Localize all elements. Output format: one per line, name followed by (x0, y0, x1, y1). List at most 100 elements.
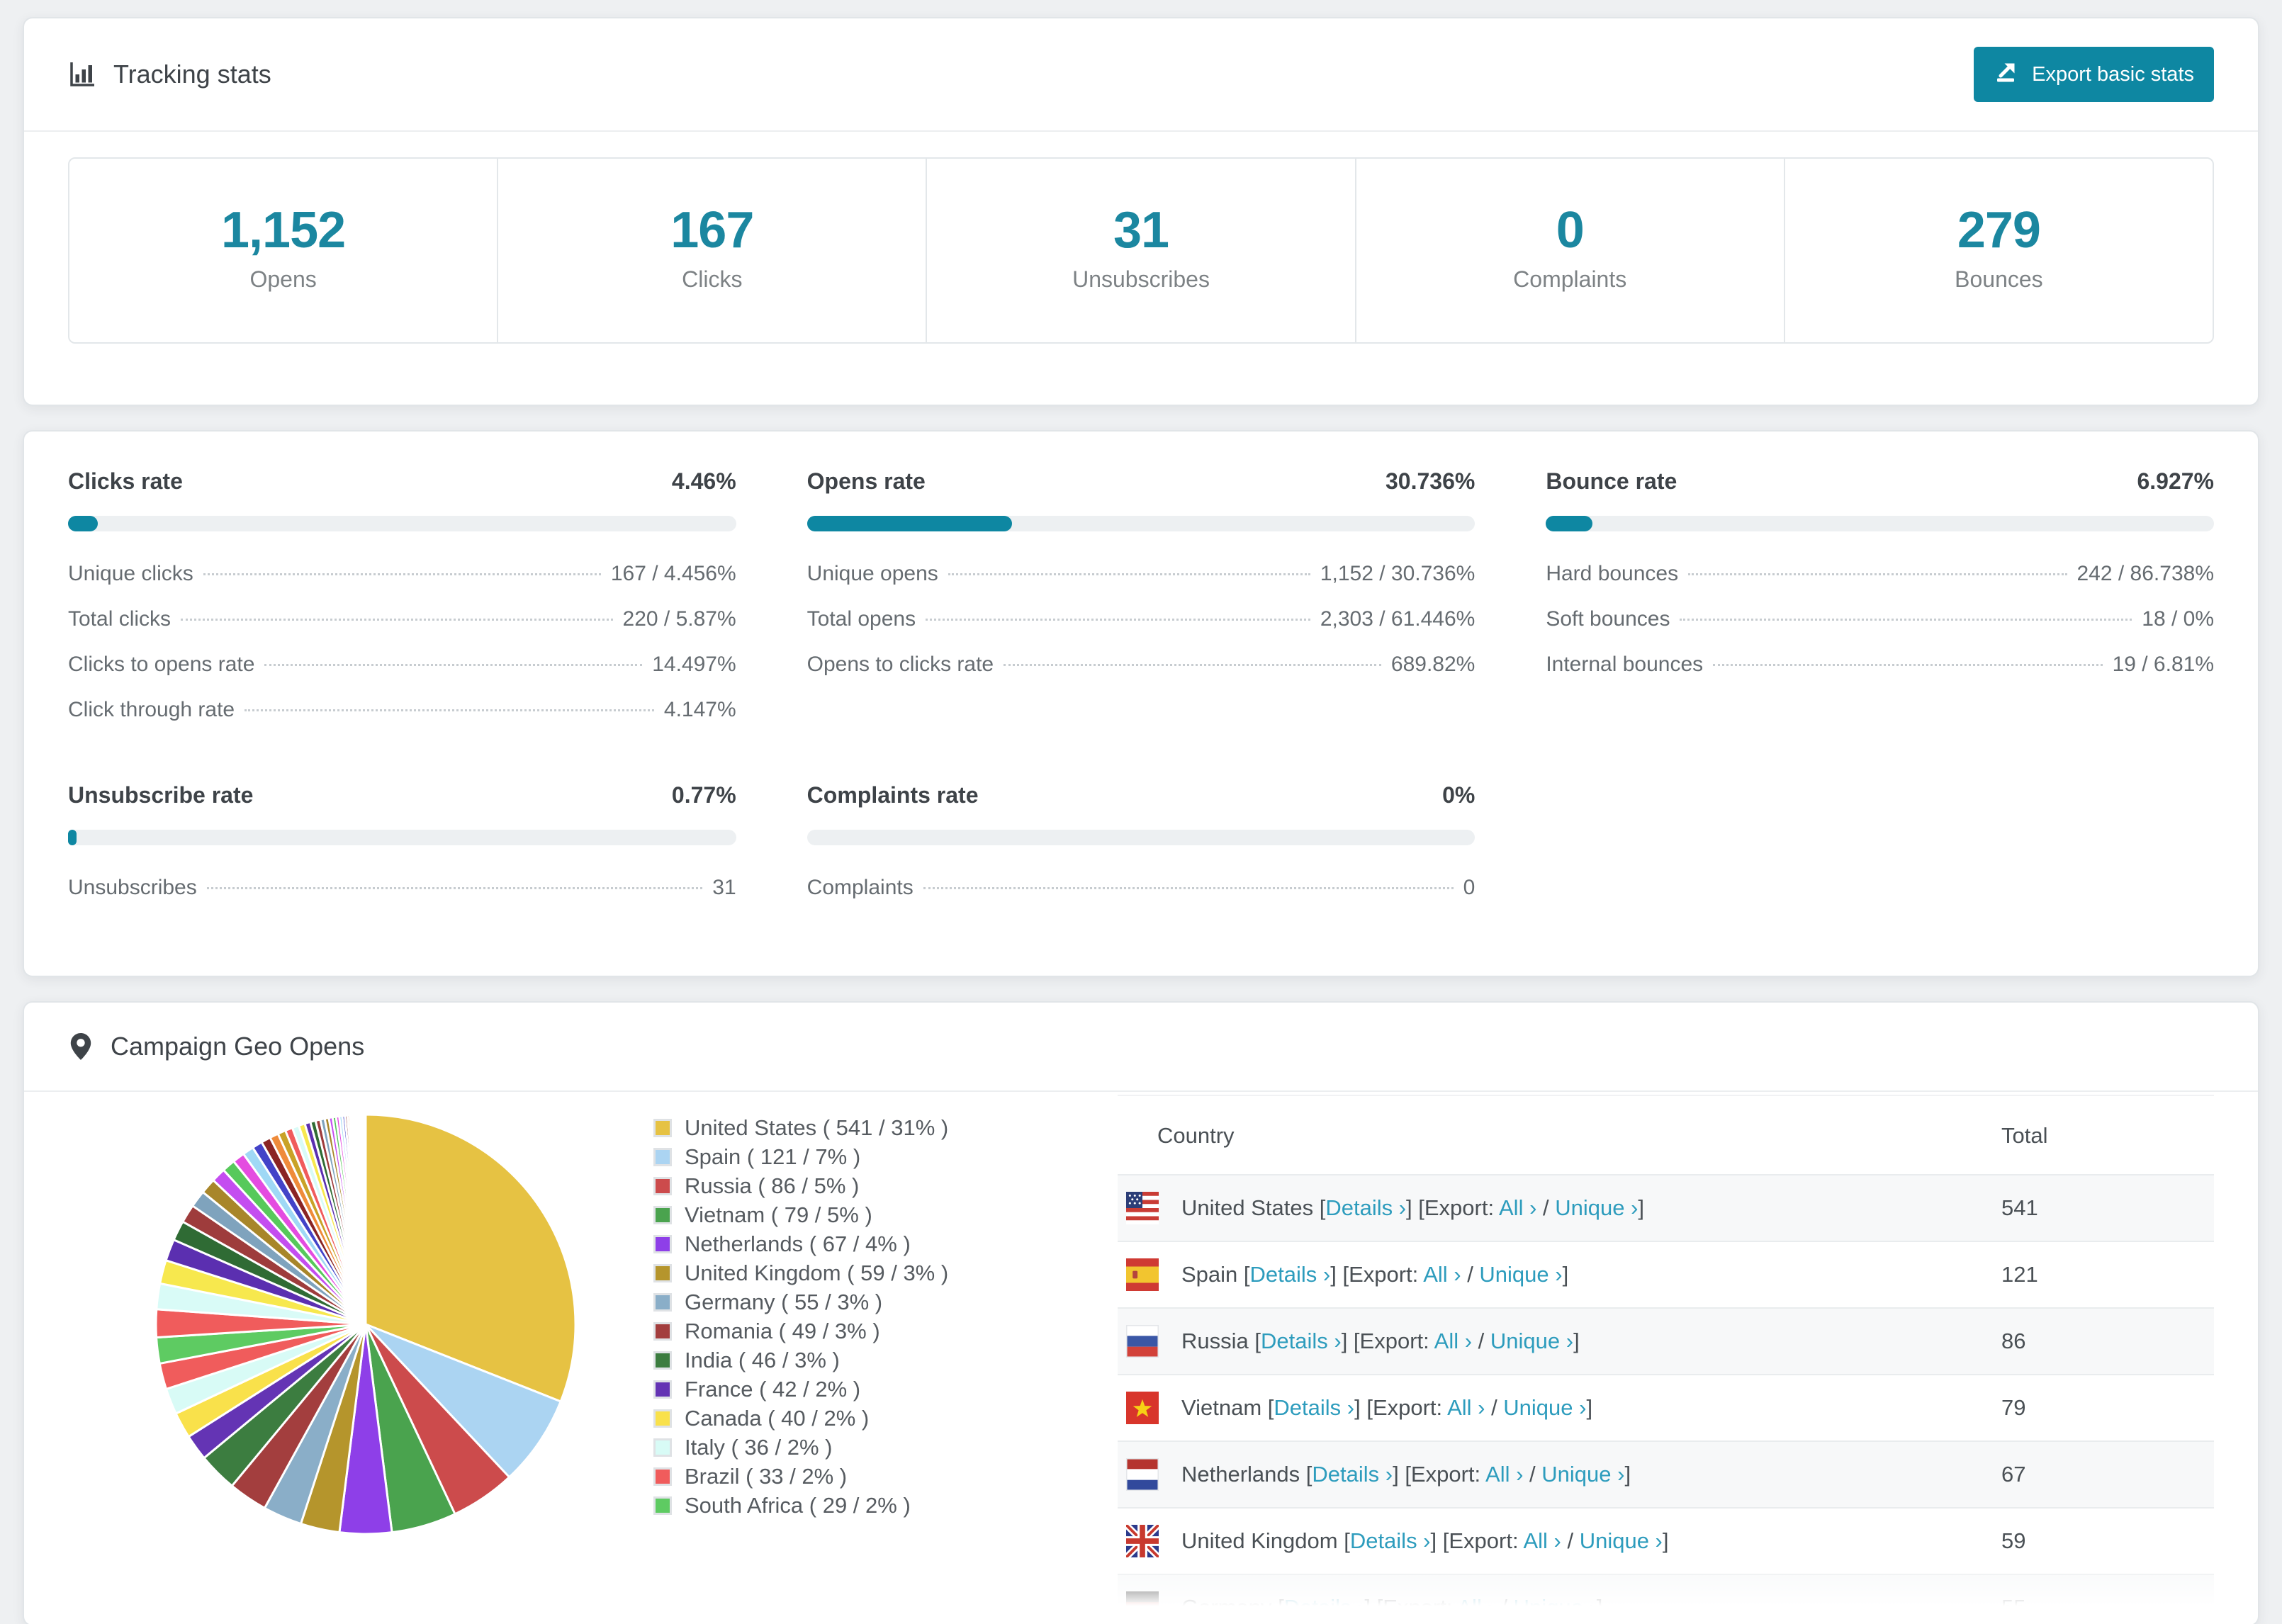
flag-nl-icon (1126, 1458, 1159, 1491)
country-name: Russia (1181, 1329, 1249, 1353)
bracket-text: ] (1624, 1462, 1631, 1487)
export-label-text: ] [Export: (1330, 1262, 1424, 1287)
rate-detail-value: 14.497% (652, 653, 736, 676)
legend-item-united-states[interactable]: United States ( 541 / 31% ) (653, 1113, 1011, 1142)
export-all-link[interactable]: All › (1434, 1329, 1473, 1353)
table-header-row: Country Total (1118, 1095, 2214, 1174)
rate-title: Bounce rate (1546, 468, 1677, 494)
details-link[interactable]: Details › (1325, 1195, 1407, 1220)
export-all-link[interactable]: All › (1423, 1262, 1461, 1287)
details-link[interactable]: Details › (1249, 1262, 1331, 1287)
country-cell: United States [Details ›] [Export: All ›… (1181, 1195, 2001, 1221)
legend-item-canada[interactable]: Canada ( 40 / 2% ) (653, 1404, 1011, 1433)
legend-swatch (653, 1380, 672, 1399)
legend-label: Vietnam ( 79 / 5% ) (685, 1202, 872, 1227)
pie-slice[interactable] (364, 1113, 367, 1326)
details-link[interactable]: Details › (1312, 1462, 1393, 1487)
export-unique-link[interactable]: Unique › (1513, 1595, 1597, 1620)
legend-label: Spain ( 121 / 7% ) (685, 1144, 861, 1169)
rate-progress-bar (1546, 516, 2214, 531)
export-unique-link[interactable]: Unique › (1503, 1395, 1587, 1420)
country-total: 67 (2001, 1462, 2026, 1487)
legend-label: South Africa ( 29 / 2% ) (685, 1493, 911, 1518)
stat-value: 0 (1556, 202, 1585, 259)
legend-item-brazil[interactable]: Brazil ( 33 / 2% ) (653, 1462, 1011, 1491)
rate-detail-row: Opens to clicks rate 689.82% (807, 642, 1476, 687)
slash-text: / (1461, 1262, 1480, 1287)
rate-detail-label: Clicks to opens rate (68, 653, 255, 676)
export-unique-link[interactable]: Unique › (1541, 1462, 1625, 1487)
rate-detail-value: 689.82% (1390, 653, 1476, 676)
export-unique-link[interactable]: Unique › (1479, 1262, 1563, 1287)
export-basic-stats-button[interactable]: Export basic stats (1974, 47, 2214, 102)
geo-pie-chart (146, 1105, 585, 1544)
rate-detail-label: Unsubscribes (68, 876, 197, 899)
rate-progress-bar (68, 830, 736, 845)
legend-label: France ( 42 / 2% ) (685, 1377, 861, 1402)
legend-swatch (653, 1205, 672, 1224)
legend-swatch (653, 1496, 672, 1515)
stat-value: 31 (1113, 202, 1169, 259)
legend-item-netherlands[interactable]: Netherlands ( 67 / 4% ) (653, 1229, 1011, 1258)
legend-item-germany[interactable]: Germany ( 55 / 3% ) (653, 1287, 1011, 1316)
rates-card: Clicks rate 4.46% Unique clicks 167 / 4.456… (23, 430, 2259, 977)
legend-label: Russia ( 86 / 5% ) (685, 1173, 860, 1198)
rate-detail-rows: Hard bounces 242 / 86.738% Soft bounces 18 … (1546, 551, 2214, 687)
export-label-text: ] [Export: (1341, 1329, 1434, 1353)
geo-body: United States ( 541 / 31% ) Spain ( 121 /… (24, 1092, 2258, 1624)
tracking-stats-title-row: Tracking stats (68, 60, 271, 89)
legend-item-india[interactable]: India ( 46 / 3% ) (653, 1346, 1011, 1375)
legend-item-russia[interactable]: Russia ( 86 / 5% ) (653, 1171, 1011, 1200)
export-label-text: ] [Export: (1393, 1462, 1486, 1487)
legend-item-united-kingdom[interactable]: United Kingdom ( 59 / 3% ) (653, 1258, 1011, 1287)
export-all-link[interactable]: All › (1485, 1462, 1524, 1487)
dotted-leader (203, 573, 601, 575)
details-link[interactable]: Details › (1349, 1528, 1431, 1553)
legend-swatch (653, 1467, 672, 1486)
pie-slice[interactable] (364, 1113, 577, 1403)
slash-text: / (1561, 1528, 1580, 1553)
table-row-netherlands: Netherlands [Details ›] [Export: All › /… (1118, 1440, 2214, 1507)
legend-item-south-africa[interactable]: South Africa ( 29 / 2% ) (653, 1491, 1011, 1520)
stat-value: 1,152 (221, 202, 346, 259)
export-all-link[interactable]: All › (1457, 1595, 1495, 1620)
bracket-text: [ (1271, 1595, 1284, 1620)
legend-label: Romania ( 49 / 3% ) (685, 1319, 880, 1343)
rate-detail-value: 2,303 / 61.446% (1320, 607, 1476, 631)
details-link[interactable]: Details › (1283, 1595, 1365, 1620)
export-all-link[interactable]: All › (1523, 1528, 1561, 1553)
country-cell: Netherlands [Details ›] [Export: All › /… (1181, 1462, 2001, 1487)
rate-detail-row: Unique opens 1,152 / 30.736% (807, 551, 1476, 597)
legend-swatch (653, 1409, 672, 1428)
legend-item-romania[interactable]: Romania ( 49 / 3% ) (653, 1316, 1011, 1346)
export-unique-link[interactable]: Unique › (1579, 1528, 1663, 1553)
legend-item-italy[interactable]: Italy ( 36 / 2% ) (653, 1433, 1011, 1462)
geo-countries-table: Country Total United States [Details ›] … (1118, 1095, 2214, 1624)
rate-detail-value: 4.147% (663, 698, 736, 721)
rate-detail-row: Hard bounces 242 / 86.738% (1546, 551, 2214, 597)
legend-item-spain[interactable]: Spain ( 121 / 7% ) (653, 1142, 1011, 1171)
country-cell: Russia [Details ›] [Export: All › / Uniq… (1181, 1329, 2001, 1354)
export-unique-link[interactable]: Unique › (1490, 1329, 1574, 1353)
bracket-text: [ (1261, 1395, 1274, 1420)
legend-item-vietnam[interactable]: Vietnam ( 79 / 5% ) (653, 1200, 1011, 1229)
rate-detail-value: 31 (712, 876, 736, 899)
dotted-leader (264, 664, 643, 666)
table-row-spain: Spain [Details ›] [Export: All › / Uniqu… (1118, 1241, 2214, 1307)
details-link[interactable]: Details › (1261, 1329, 1342, 1353)
rate-detail-label: Opens to clicks rate (806, 653, 994, 676)
export-all-link[interactable]: All › (1499, 1195, 1537, 1220)
rate-progress-fill (68, 830, 77, 845)
legend-item-france[interactable]: France ( 42 / 2% ) (653, 1375, 1011, 1404)
geo-opens-header: Campaign Geo Opens (24, 1003, 2258, 1092)
dotted-leader (1680, 619, 2132, 621)
export-unique-link[interactable]: Unique › (1555, 1195, 1639, 1220)
rate-progress-bar (806, 830, 1476, 845)
export-all-link[interactable]: All › (1447, 1395, 1485, 1420)
legend-swatch (653, 1292, 672, 1312)
pie-slice[interactable] (364, 1323, 562, 1479)
rate-detail-rows: Complaints 0 (807, 865, 1476, 910)
details-link[interactable]: Details › (1274, 1395, 1355, 1420)
rate-title: Clicks rate (68, 468, 183, 494)
